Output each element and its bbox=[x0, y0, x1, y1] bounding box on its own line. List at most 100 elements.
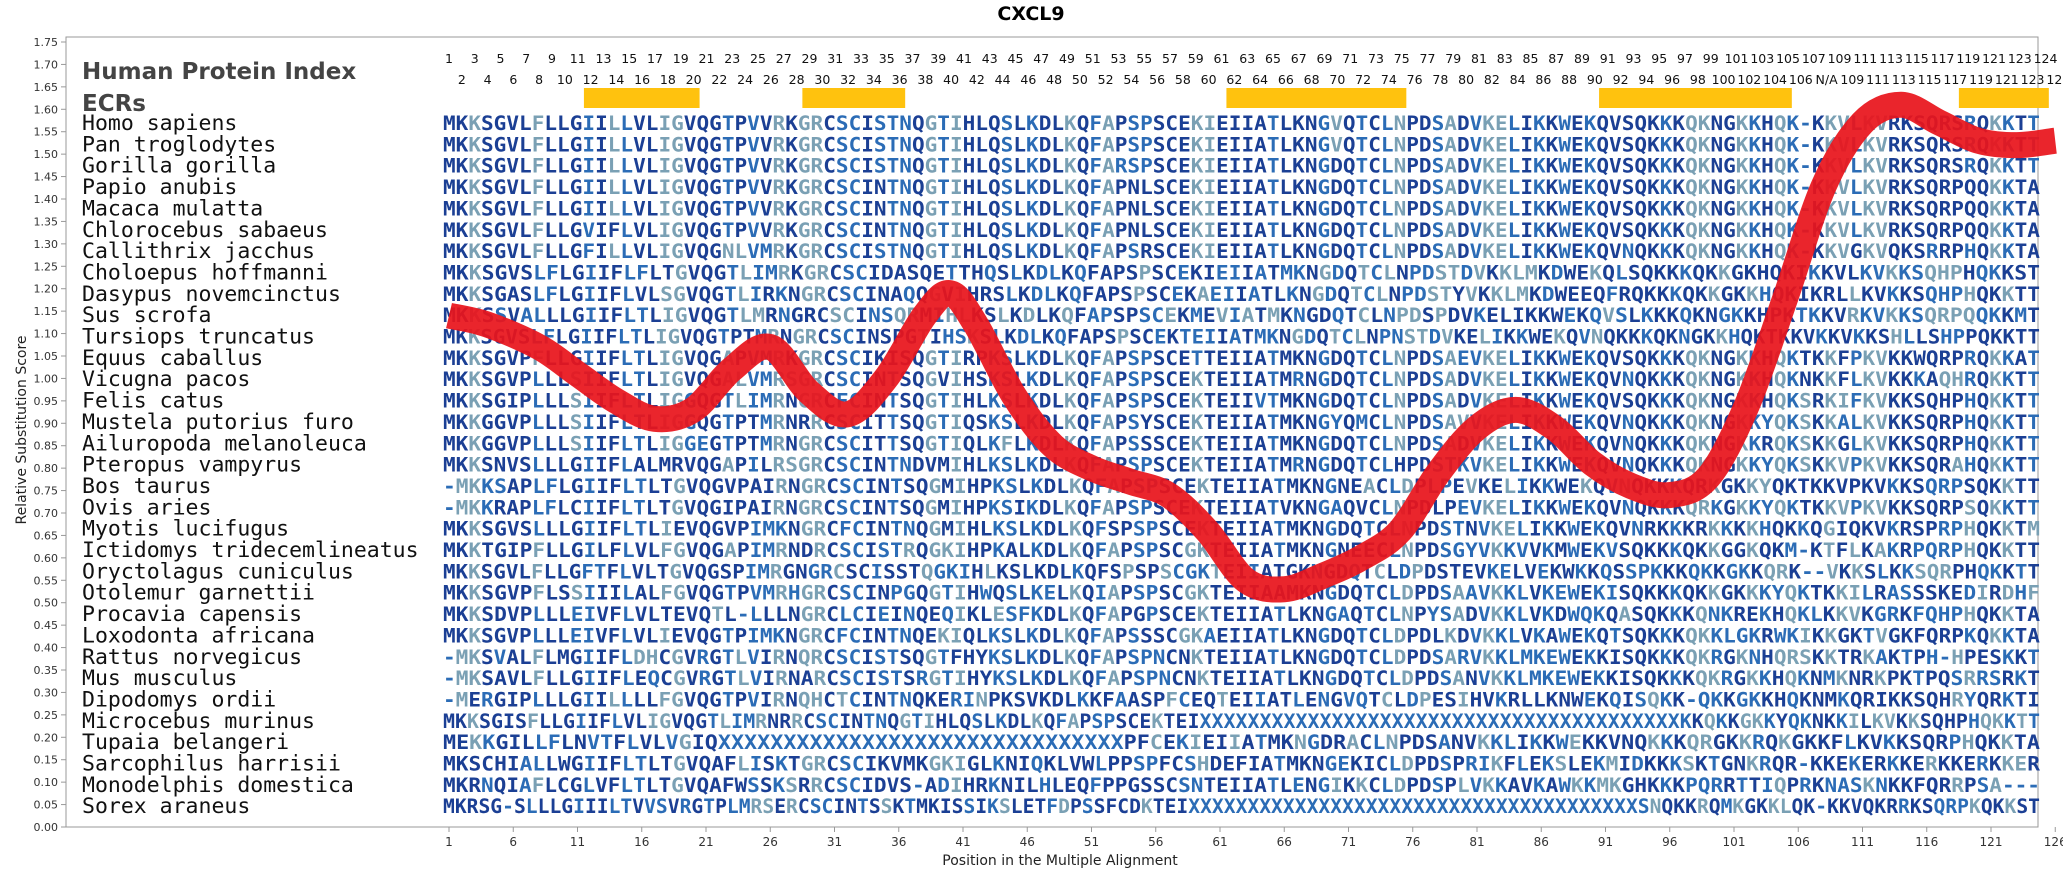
column-number-even: 76 bbox=[1407, 72, 1423, 87]
y-tick-label: 0.95 bbox=[34, 395, 59, 408]
column-number-even: 16 bbox=[634, 72, 650, 87]
column-number-even: 106 bbox=[1789, 72, 1813, 87]
ecr-bar bbox=[1958, 88, 2049, 108]
y-tick-label: 0.10 bbox=[34, 776, 59, 789]
y-tick-label: 1.60 bbox=[34, 103, 59, 116]
column-number-even: 72 bbox=[1355, 72, 1371, 87]
column-number-odd: 53 bbox=[1111, 51, 1127, 66]
species-label: Sorex araneus bbox=[82, 794, 250, 819]
column-number-even: 32 bbox=[840, 72, 856, 87]
x-tick-label: 76 bbox=[1405, 835, 1420, 849]
x-tick-label: 11 bbox=[570, 835, 585, 849]
x-tick-label: 81 bbox=[1469, 835, 1484, 849]
x-tick-label: 56 bbox=[1148, 835, 1163, 849]
sequence-row: MKKSGVPLLLSIIFLTLIGVQGALVMRSGRCSCINTSQGV… bbox=[443, 368, 2040, 391]
column-number-even: 117 bbox=[1943, 72, 1967, 87]
column-number-even: 119 bbox=[1969, 72, 1993, 87]
column-number-even: 2 bbox=[458, 72, 466, 87]
column-number-odd: 81 bbox=[1471, 51, 1487, 66]
ecr-bars bbox=[583, 88, 2049, 108]
column-number-odd: 5 bbox=[497, 51, 505, 66]
column-number-even: 115 bbox=[1918, 72, 1942, 87]
y-tick-label: 0.15 bbox=[34, 754, 59, 767]
y-tick-label: 1.65 bbox=[34, 81, 59, 94]
column-number-even: 121 bbox=[1995, 72, 2019, 87]
y-tick-label: 1.10 bbox=[34, 328, 59, 341]
column-number-odd: 119 bbox=[1956, 51, 1980, 66]
species-label: Microcebus murinus bbox=[82, 709, 315, 734]
species-label: Ovis aries bbox=[82, 495, 211, 520]
species-label: Bos taurus bbox=[82, 474, 211, 499]
column-number-odd: 9 bbox=[548, 51, 556, 66]
column-number-even: 70 bbox=[1329, 72, 1345, 87]
column-number-even: 26 bbox=[763, 72, 779, 87]
column-number-even: 100 bbox=[1712, 72, 1736, 87]
y-axis-ticks: 0.00 0.05 0.10 0.15 0.20 0.25 0.30 0.35 0.40 0.45… bbox=[34, 36, 66, 834]
column-number-odd: 111 bbox=[1853, 51, 1877, 66]
column-number-even: 80 bbox=[1458, 72, 1474, 87]
y-tick-label: 0.60 bbox=[34, 552, 59, 565]
species-label: Mus musculus bbox=[82, 666, 237, 691]
x-tick-label: 61 bbox=[1212, 835, 1227, 849]
column-number-odd: 93 bbox=[1626, 51, 1642, 66]
column-number-even: N/A bbox=[1816, 72, 1839, 87]
y-tick-label: 0.80 bbox=[34, 462, 59, 475]
column-number-odd: 39 bbox=[930, 51, 946, 66]
column-number-even: 84 bbox=[1510, 72, 1526, 87]
x-axis-label: Position in the Multiple Alignment bbox=[942, 853, 1178, 869]
x-tick-label: 96 bbox=[1662, 835, 1677, 849]
column-number-even: 94 bbox=[1638, 72, 1654, 87]
species-label: Myotis lucifugus bbox=[82, 517, 289, 542]
sequence-row: MKKSGVPFLLGIIFLTLIGVQGAPVMRKGRCSCIKISQGT… bbox=[443, 347, 2040, 370]
column-number-even: 60 bbox=[1201, 72, 1217, 87]
sequence-row: MKRNQIAFLCGLVFLTLTGVQAFWSSKSRRCSCIDVS-AD… bbox=[443, 774, 2040, 797]
column-number-odd: 51 bbox=[1085, 51, 1101, 66]
column-number-even: 18 bbox=[660, 72, 676, 87]
y-tick-label: 0.50 bbox=[34, 597, 59, 610]
column-number-odd: 55 bbox=[1136, 51, 1152, 66]
column-number-odd: 105 bbox=[1776, 51, 1800, 66]
x-tick-label: 121 bbox=[1980, 835, 2003, 849]
y-tick-label: 0.90 bbox=[34, 417, 59, 430]
species-label: Sarcophilus harrisii bbox=[82, 752, 341, 777]
column-number-odd: 101 bbox=[1725, 51, 1749, 66]
species-label: Monodelphis domestica bbox=[82, 773, 354, 798]
x-tick-label: 41 bbox=[955, 835, 970, 849]
sequence-row: MKKSNVSLLLGIIFLALMRVQGAPILRSGRCSCINTNDVM… bbox=[443, 454, 2040, 477]
column-number-even: 88 bbox=[1561, 72, 1577, 87]
column-number-odd: 3 bbox=[471, 51, 479, 66]
column-number-odd: 7 bbox=[522, 51, 530, 66]
column-number-odd: 47 bbox=[1033, 51, 1049, 66]
y-tick-label: 1.30 bbox=[34, 238, 59, 251]
x-tick-label: 71 bbox=[1341, 835, 1356, 849]
species-label: Dasypus novemcinctus bbox=[82, 282, 341, 307]
column-number-odd: 43 bbox=[982, 51, 998, 66]
x-tick-label: 31 bbox=[827, 835, 842, 849]
sequence-row: MKKSGASLFLGIIFLVLSGVQGTLIRKNGRCSCINAQQGV… bbox=[443, 283, 2040, 306]
ecr-bar bbox=[583, 88, 700, 108]
column-number-even: 12 bbox=[583, 72, 599, 87]
column-number-even: 104 bbox=[1763, 72, 1787, 87]
column-number-odd: 89 bbox=[1574, 51, 1590, 66]
sequence-row: -MKKSAPLFLGIIFLTLTGVQGVPAIRNGRCSCINTSQGM… bbox=[443, 475, 2040, 498]
sequence-row: MKKSGVSLFLGIIFLFLTGVQGTLIMRKGRCSCIDASQET… bbox=[443, 261, 2040, 284]
column-number-even: 8 bbox=[535, 72, 543, 87]
column-number-odd: 13 bbox=[596, 51, 612, 66]
sequence-row: MKKSGVPLLLEIVFLVLIEVQGTPIMKNGRCFCINTNQEK… bbox=[443, 624, 2040, 647]
sequence-row: -MKSAVLFLLGIIFLEQCGVRGTLVIRNARCSCISTSRGT… bbox=[443, 667, 2040, 690]
column-number-odd: 99 bbox=[1703, 51, 1719, 66]
column-number-odd: 73 bbox=[1368, 51, 1384, 66]
species-label: Homo sapiens bbox=[82, 111, 237, 136]
column-number-even: 24 bbox=[737, 72, 753, 87]
species-label: Ictidomys tridecemlineatus bbox=[82, 538, 419, 563]
column-number-even: 52 bbox=[1098, 72, 1114, 87]
species-label: Equus caballus bbox=[82, 346, 263, 371]
species-label: Ailuropoda melanoleuca bbox=[82, 431, 367, 456]
column-number-even: 64 bbox=[1252, 72, 1268, 87]
column-number-odd: 115 bbox=[1905, 51, 1929, 66]
column-number-even: 36 bbox=[892, 72, 908, 87]
sequence-row: MKRSG-SLLLGIIILTVVSVRGTPLMRSERCSCINTSSKT… bbox=[443, 795, 2040, 818]
sequence-row: MKKSGVLFLLGVIFLVLIGVQGTPVVRKGRCSCINTNQGT… bbox=[443, 219, 2040, 242]
column-number-odd: 97 bbox=[1677, 51, 1693, 66]
column-number-even: 82 bbox=[1484, 72, 1500, 87]
